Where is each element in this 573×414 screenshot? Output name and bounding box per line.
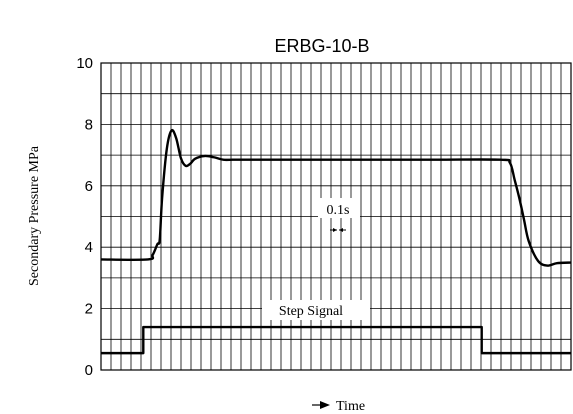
y-tick-label: 0	[85, 362, 93, 379]
y-tick-label: 8	[85, 116, 93, 133]
time-arrow-icon	[320, 401, 330, 409]
time-scale-arrowhead-left	[333, 228, 337, 232]
step-signal-annotation: Step Signal	[262, 300, 370, 320]
series-layer	[100, 128, 572, 355]
y-tick-label: 4	[85, 239, 93, 256]
y-axis-label: Secondary Pressure MPa	[27, 145, 42, 286]
plot-frame	[100, 62, 572, 371]
secondary-pressure-line	[100, 128, 572, 267]
step-signal-line	[101, 325, 571, 355]
y-tick-labels: 0 2 4 6 8 10	[76, 55, 93, 379]
y-tick-label: 2	[85, 301, 93, 318]
y-tick-label: 6	[85, 178, 93, 195]
y-tick-label: 10	[76, 55, 93, 72]
chart-title: ERBG-10-B	[274, 36, 369, 56]
x-axis-label: Time	[336, 399, 365, 414]
step-signal-label: Step Signal	[279, 304, 343, 319]
x-axis-label-group: Time	[312, 399, 365, 414]
time-scale-arrowhead-right	[339, 228, 343, 232]
time-scale-label: 0.1s	[327, 203, 350, 218]
time-scale-annotation: 0.1s	[318, 198, 360, 232]
